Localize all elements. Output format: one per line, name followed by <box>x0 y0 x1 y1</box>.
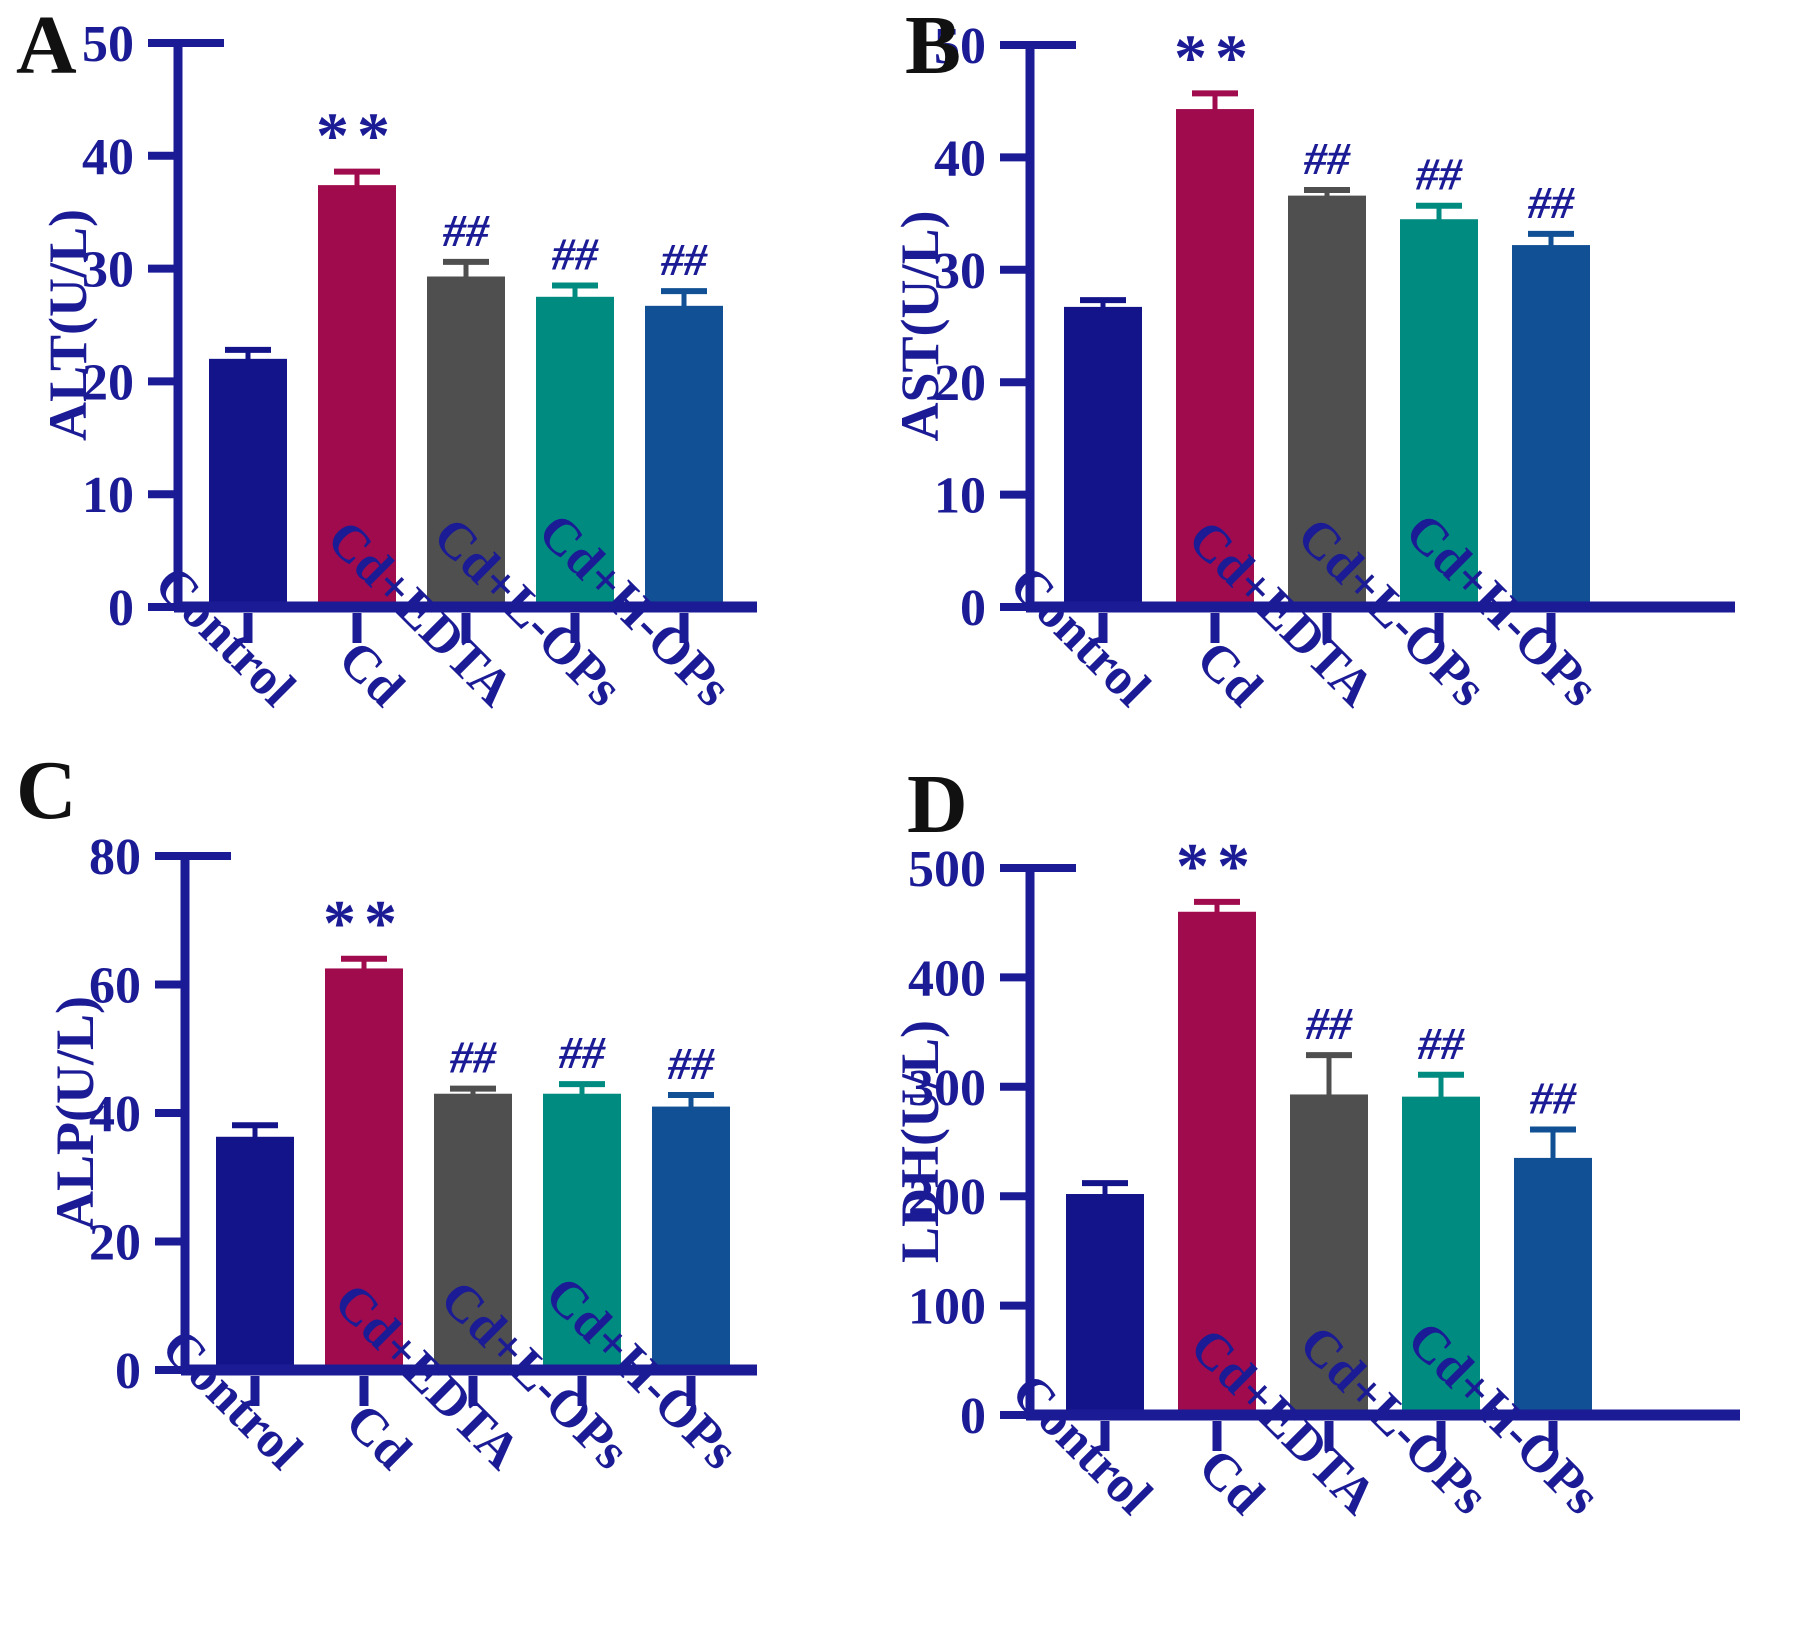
bar-cd <box>1176 109 1254 608</box>
y-tick-label: 80 <box>89 829 141 886</box>
y-tick-label: 100 <box>908 1279 986 1336</box>
significance-asterisk-label: ** <box>1176 830 1258 903</box>
significance-hash-label: ## <box>1415 149 1463 200</box>
y-tick-label: 50 <box>934 18 986 75</box>
bar-cd-l-ops <box>1402 1096 1480 1415</box>
y-tick-label: 40 <box>89 1086 141 1143</box>
significance-hash-label: ## <box>1303 133 1351 184</box>
bar-cd-l-ops <box>1400 219 1478 607</box>
bar-cd-edta <box>427 276 505 607</box>
y-tick-label: 500 <box>908 841 986 898</box>
y-axis-title: ALP(U/L) <box>45 996 105 1230</box>
panel-label-c: C <box>16 744 77 837</box>
bar-cd-edta <box>1290 1094 1368 1415</box>
y-axis-title: ALT(U/L) <box>38 209 98 441</box>
bar-cd <box>1178 911 1256 1415</box>
panel-c: C ** ## ## ## 0 20 40 60 80 Control Cd Cd+EDTA Cd+L-… <box>0 735 899 1627</box>
y-tick-label: 40 <box>934 130 986 187</box>
y-tick-label: 10 <box>82 467 134 524</box>
y-tick-label: 400 <box>908 950 986 1007</box>
bar-cd-l-ops <box>536 296 614 607</box>
x-tick-label-cd: Cd <box>335 1393 422 1480</box>
y-tick-label: 20 <box>82 354 134 411</box>
significance-hash-label: ## <box>1529 1072 1577 1123</box>
y-tick-label: 10 <box>934 468 986 525</box>
panel-b: B ** ## ## ## 0 10 20 30 40 50 Control Cd Cd+EDTA Cd+… <box>890 0 1798 735</box>
panel-a: A ** ## ## ## 0 10 20 30 40 50 Control Cd Cd+EDTA Cd+… <box>0 0 899 735</box>
bar-control <box>1064 306 1142 607</box>
y-tick-label: 0 <box>960 580 986 637</box>
significance-hash-label: ## <box>449 1032 497 1083</box>
significance-hash-label: ## <box>551 229 599 280</box>
bar-cd-edta <box>434 1093 512 1370</box>
y-tick-label: 50 <box>82 16 134 73</box>
y-tick-label: 200 <box>908 1169 986 1226</box>
y-tick-label: 0 <box>115 1343 141 1400</box>
panel-label-a: A <box>16 0 77 92</box>
bar-control <box>1066 1194 1144 1415</box>
bar-cd-h-ops <box>1514 1157 1592 1415</box>
bar-control <box>209 358 287 607</box>
bar-cd <box>325 968 403 1370</box>
significance-hash-label: ## <box>1417 1018 1465 1069</box>
x-tick-label-cd: Cd <box>1188 1438 1275 1525</box>
significance-hash-label: ## <box>1527 177 1575 228</box>
x-tick-label-cd: Cd <box>328 630 415 717</box>
bar-control <box>216 1136 294 1370</box>
y-tick-label: 60 <box>89 958 141 1015</box>
bar-cd-h-ops <box>652 1106 730 1370</box>
y-tick-label: 40 <box>82 129 134 186</box>
y-tick-label: 0 <box>960 1388 986 1445</box>
bar-cd-h-ops <box>645 305 723 607</box>
significance-hash-label: ## <box>1305 998 1353 1049</box>
y-tick-label: 0 <box>108 580 134 637</box>
x-tick-label-cd: Cd <box>1186 630 1273 717</box>
significance-hash-label: ## <box>667 1038 715 1089</box>
y-tick-label: 20 <box>89 1215 141 1272</box>
y-tick-label: 20 <box>934 355 986 412</box>
y-tick-label: 300 <box>908 1060 986 1117</box>
y-axis-title: AST(U/L) <box>890 210 950 441</box>
y-axis-title: LDH(U/L) <box>890 1020 950 1263</box>
significance-asterisk-label: ** <box>316 100 398 173</box>
y-tick-label: 30 <box>82 242 134 299</box>
significance-asterisk-label: ** <box>323 887 405 960</box>
bar-cd-h-ops <box>1512 245 1590 607</box>
panel-d: D ** ## ## ## 0 100 200 300 400 500 Control Cd Cd+ED… <box>890 735 1798 1627</box>
bar-cd-edta <box>1288 195 1366 607</box>
bar-cd-l-ops <box>543 1093 621 1370</box>
significance-hash-label: ## <box>558 1027 606 1078</box>
significance-hash-label: ## <box>442 205 490 256</box>
bar-cd <box>318 185 396 608</box>
significance-asterisk-label: ** <box>1174 21 1256 94</box>
panel-label-d: D <box>907 758 968 851</box>
panel-label-b: B <box>905 0 962 92</box>
significance-hash-label: ## <box>660 234 708 285</box>
y-tick-label: 30 <box>934 243 986 300</box>
